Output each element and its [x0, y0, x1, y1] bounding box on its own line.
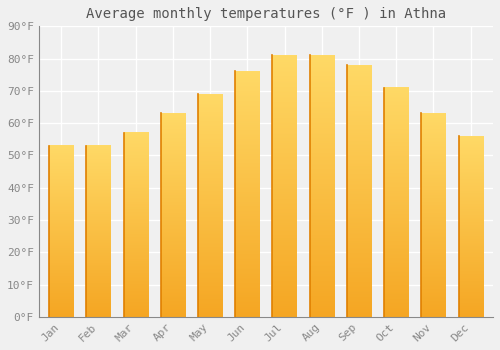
Title: Average monthly temperatures (°F ) in Athna: Average monthly temperatures (°F ) in At… [86, 7, 446, 21]
